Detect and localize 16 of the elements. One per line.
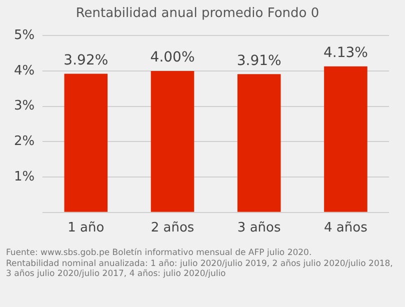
data-label: 4.00% [150, 50, 195, 66]
chart-title: Rentabilidad anual promedio Fondo 0 [76, 6, 320, 22]
data-label: 3.92% [64, 52, 108, 68]
source-note: Fuente: www.sbs.gob.pe Boletín informativo mensual de AFP julio 2020. [6, 248, 313, 259]
y-tick-label: 2% [14, 134, 35, 150]
data-label: 4.13% [323, 45, 368, 62]
y-tick-label: 1% [14, 169, 35, 184]
text: Rentabilidad nominal anualizada: 1 año: julio 2020/julio 2019, 2 años julio 2020/julio 2018, 3 años julio 2020/julio 2017, 4 años: julio 2020/julio [6, 258, 394, 280]
x-tick-label: 3 años [237, 220, 281, 236]
x-tick-label: 1 año [68, 220, 104, 236]
y-tick-label: 5% [14, 28, 35, 43]
x-tick-label: 4 años [324, 220, 368, 236]
data-label: 3.91% [236, 52, 282, 69]
y-tick-label: 3% [14, 98, 35, 114]
y-tick-label: 4% [14, 63, 35, 78]
x-tick-label: 2 años [150, 220, 194, 236]
